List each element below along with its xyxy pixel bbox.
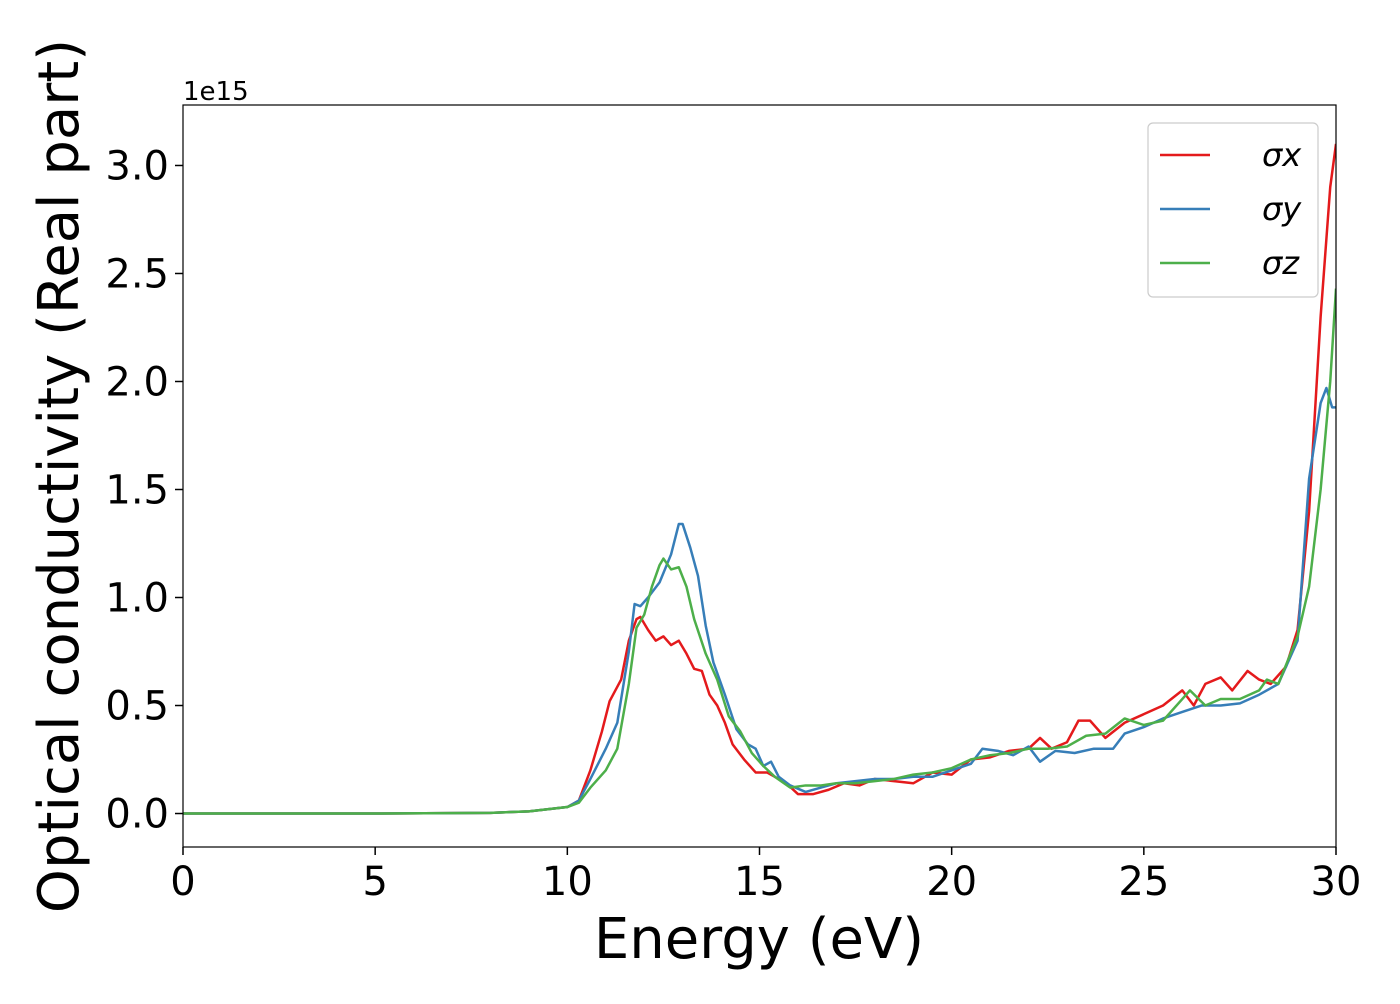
- x-tick-label: 10: [542, 859, 593, 905]
- y-offset-label: 1e15: [183, 77, 249, 107]
- y-tick-label: 3.0: [105, 143, 169, 189]
- legend-label: σx: [1262, 136, 1302, 174]
- x-tick-label: 25: [1118, 859, 1169, 905]
- y-tick-label: 1.5: [105, 468, 169, 514]
- series-line: [183, 386, 1336, 815]
- plot-frame: [182, 104, 1337, 848]
- legend-box: [1147, 122, 1319, 298]
- legend-label: σy: [1262, 190, 1302, 228]
- x-tick-label: 0: [170, 859, 195, 905]
- legend-label: σz: [1262, 244, 1300, 282]
- y-tick-label: 1.0: [105, 576, 169, 622]
- y-tick-label: 2.0: [105, 359, 169, 405]
- x-tick-label: 5: [362, 859, 387, 905]
- x-axis-label: Energy (eV): [594, 907, 924, 972]
- y-tick-label: 0.0: [105, 792, 169, 838]
- x-tick-label: 30: [1311, 859, 1362, 905]
- y-tick-label: 0.5: [105, 684, 169, 730]
- y-axis-label: Optical conductivity (Real part): [27, 39, 92, 913]
- series-line: [183, 288, 1336, 815]
- x-tick-label: 20: [926, 859, 977, 905]
- x-tick-label: 15: [734, 859, 785, 905]
- y-tick-label: 2.5: [105, 251, 169, 297]
